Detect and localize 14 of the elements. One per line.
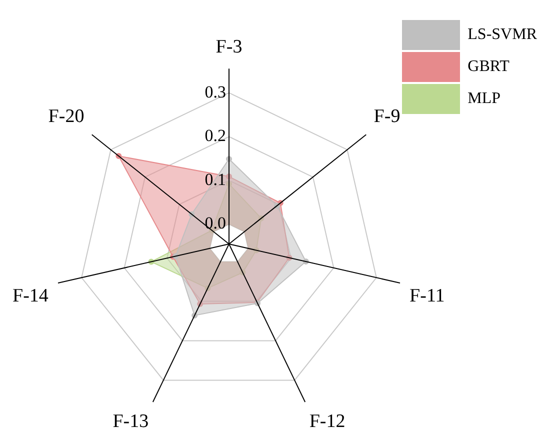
spoke-label: F-14	[12, 286, 49, 307]
spoke-label: F-9	[374, 106, 400, 128]
legend-label: GBRT	[468, 58, 510, 76]
y-tick-label: 0.3	[204, 82, 226, 102]
y-tick-label: 0.2	[204, 126, 226, 146]
legend-label: LS-SVMR	[468, 26, 537, 44]
spoke-label: F-20	[48, 106, 84, 128]
spoke-label: F-3	[216, 36, 242, 58]
spoke-label: F-11	[410, 286, 445, 307]
spoke-label: F-12	[309, 411, 346, 432]
spoke-label: F-13	[112, 411, 149, 432]
y-tick-label: 0.0	[204, 214, 226, 233]
y-tick-label: 0.1	[204, 170, 226, 189]
legend-label: MLP	[468, 90, 501, 108]
